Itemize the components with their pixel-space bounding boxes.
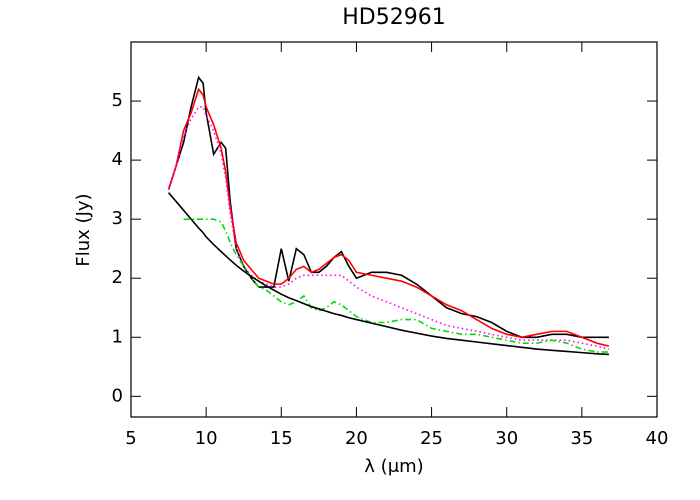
y-tick-label: 5: [112, 90, 123, 111]
series-line: [167, 106, 610, 350]
y-tick-label: 1: [112, 326, 123, 347]
x-tick-label: 25: [420, 428, 443, 449]
y-tick-label: 0: [112, 385, 123, 406]
y-axis-label: Flux (Jy): [73, 193, 94, 266]
series-line: [167, 192, 609, 356]
x-tick-label: 15: [270, 428, 293, 449]
x-tick-label: 40: [646, 428, 669, 449]
y-tick-label: 2: [112, 267, 123, 288]
y-tick-label: 3: [112, 208, 123, 229]
chart-title: HD52961: [342, 5, 445, 30]
x-tick-label: 35: [570, 428, 593, 449]
x-tick-label: 10: [195, 428, 218, 449]
plot-frame: [130, 41, 658, 418]
x-axis-label: λ (μm): [364, 456, 423, 477]
x-tick-label: 20: [345, 428, 368, 449]
series-line: [167, 87, 610, 347]
x-tick-label: 30: [495, 428, 518, 449]
y-tick-label: 4: [112, 149, 123, 170]
x-tick-label: 5: [125, 428, 136, 449]
series-line: [167, 75, 609, 339]
